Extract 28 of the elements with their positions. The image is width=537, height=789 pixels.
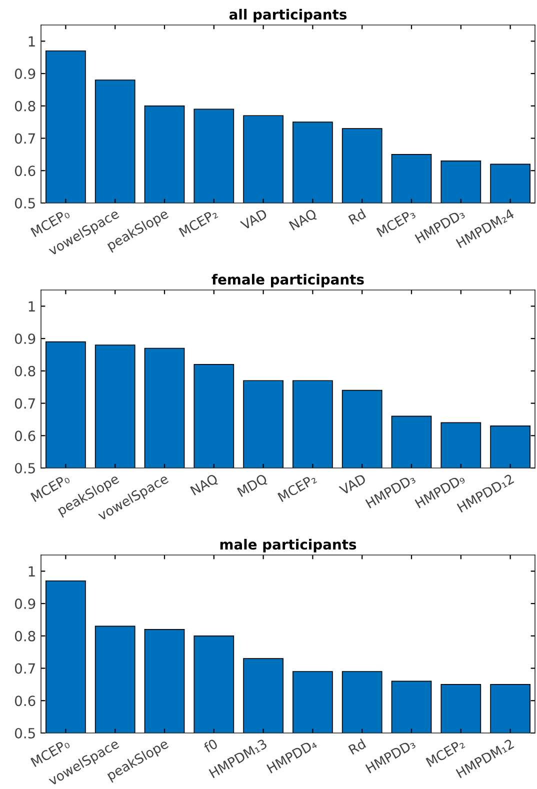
y-tick-label: 0.9 (14, 334, 36, 344)
y-tick-label: 0.9 (14, 68, 36, 80)
x-tick-label: NAQ (190, 473, 220, 497)
y-tick-label: 0.7 (14, 663, 35, 674)
y-tick-label: 0.8 (14, 630, 36, 642)
chart-title: male participants (220, 538, 356, 552)
y-tick-label: 0.8 (14, 100, 36, 112)
x-tick-label: MDQ (236, 473, 269, 498)
x-tick-label: VAD (338, 474, 366, 496)
chart-title: all participants (229, 8, 347, 22)
x-tick-label: Rd (348, 738, 366, 755)
y-tick-label: 0.5 (14, 462, 35, 474)
y-tick-label: 0.9 (14, 598, 36, 610)
chart-title: female participants (212, 274, 364, 288)
x-tick-label: NAQ (288, 208, 318, 232)
y-tick-label: 0.6 (14, 430, 36, 442)
y-tick-label: 0.7 (14, 133, 35, 144)
y-tick-label: 0.6 (14, 696, 36, 706)
y-tick-label: 0.8 (14, 366, 36, 376)
y-tick-label: 1 (28, 301, 35, 312)
y-tick-label: 0.5 (14, 728, 35, 738)
x-tick-label: VAD (240, 208, 268, 230)
y-tick-label: 1 (28, 566, 35, 576)
y-tick-label: 1 (28, 36, 35, 46)
y-tick-label: 0.7 (14, 398, 35, 409)
y-tick-label: 0.6 (14, 166, 36, 176)
y-tick-label: 0.5 (14, 198, 35, 208)
x-tick-label: Rd (348, 208, 366, 225)
